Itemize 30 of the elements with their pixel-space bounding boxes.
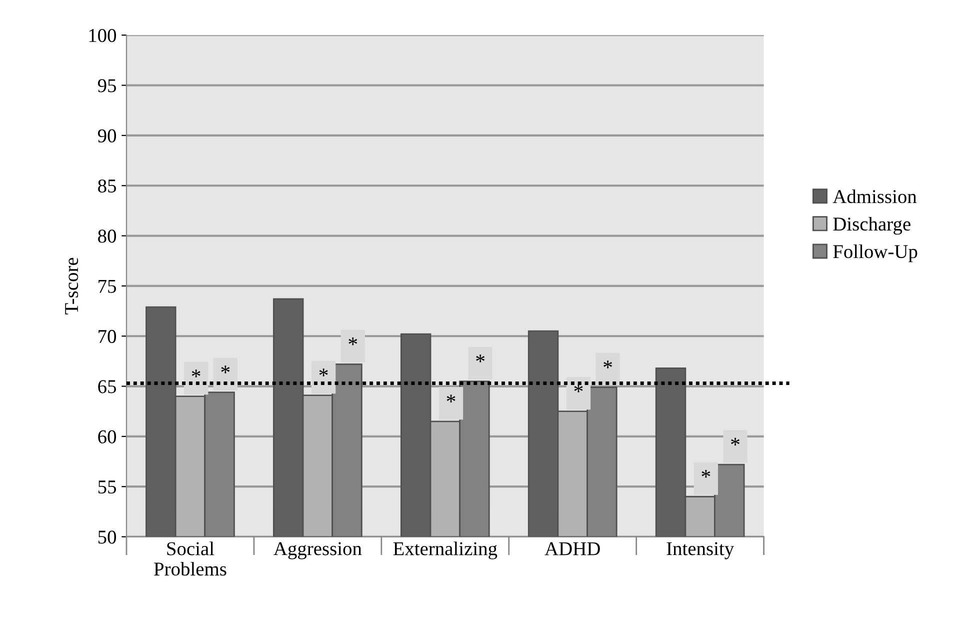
- y-tick-label: 90: [98, 129, 116, 142]
- data-label: *: [702, 470, 710, 478]
- y-tick-label: 100: [89, 28, 116, 42]
- x-tick-label: Intensity: [666, 542, 734, 560]
- legend-label: Follow-Up: [833, 244, 918, 262]
- y-tick-label: 50: [98, 530, 116, 544]
- y-axis-title: T-score: [65, 258, 78, 314]
- y-tick-label: 70: [98, 330, 116, 344]
- data-label: *: [221, 366, 230, 374]
- y-tick-label: 55: [98, 480, 116, 494]
- x-tick-label: Social Problems: [154, 542, 226, 576]
- y-tick-label: 65: [98, 380, 116, 394]
- x-tick-label: Externalizing: [393, 542, 498, 560]
- legend-label: Admission: [832, 190, 917, 204]
- data-label: *: [476, 354, 485, 362]
- y-tick-label: 60: [98, 430, 116, 444]
- x-tick-label: Aggression: [274, 542, 362, 560]
- data-label: *: [731, 438, 740, 446]
- data-label: *: [446, 394, 456, 402]
- y-tick-label: 95: [98, 79, 116, 92]
- y-tick-label: 85: [98, 179, 116, 193]
- data-label: *: [348, 338, 358, 346]
- data-label: *: [574, 384, 583, 392]
- y-tick-label: 75: [98, 280, 116, 293]
- legend-label: Discharge: [833, 216, 910, 235]
- x-tick-label: ADHD: [544, 542, 600, 556]
- y-tick-label: 80: [98, 230, 116, 243]
- data-label: *: [192, 370, 200, 378]
- data-label: *: [604, 360, 612, 368]
- data-label: *: [319, 368, 328, 376]
